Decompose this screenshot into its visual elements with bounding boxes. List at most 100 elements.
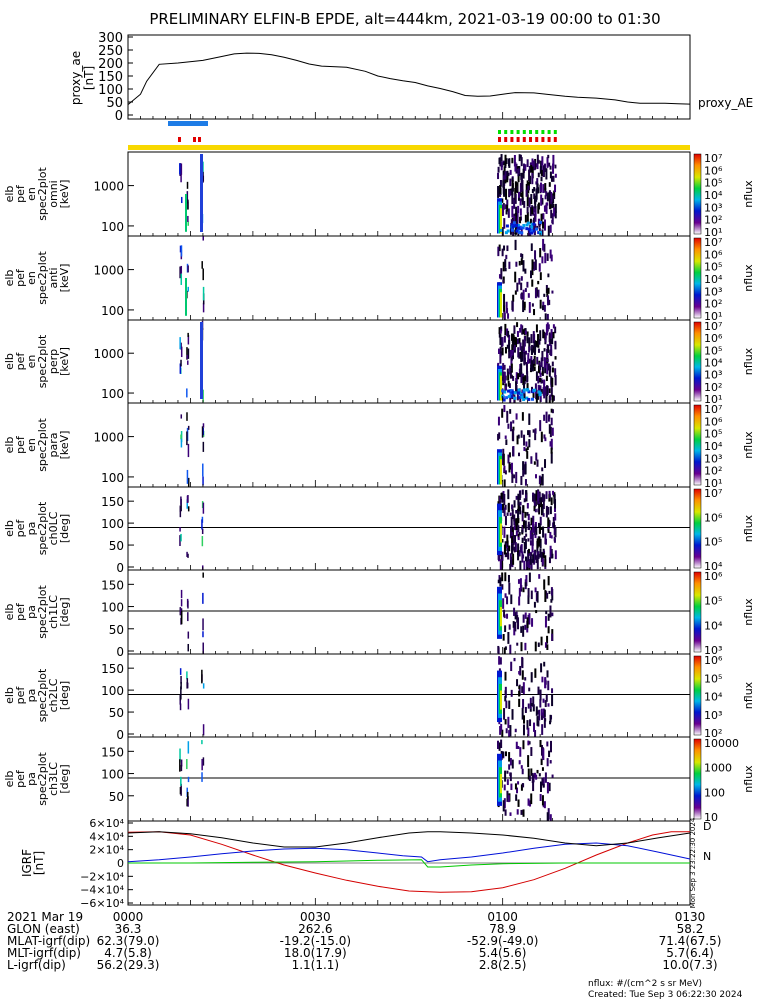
spectro-pixel: [179, 668, 182, 675]
spectro-pixel: [527, 550, 530, 562]
spectro-pixel: [522, 329, 525, 335]
spectro-pixel: [534, 508, 537, 513]
spectro-pixel: [513, 525, 516, 530]
spectro-pixel: [513, 625, 516, 636]
spectro-pixel: [549, 224, 552, 233]
spectro-pixel: [547, 703, 550, 707]
spectro-pixel: [504, 770, 507, 782]
spectro-pixel: [540, 160, 543, 168]
spectro-pixel: [187, 631, 190, 639]
colorbar-tick-label: 10⁴: [704, 357, 723, 370]
spectro-pixel: [548, 782, 551, 792]
spectro-pixel: [533, 553, 536, 565]
spectro-pixel: [511, 344, 514, 351]
ylabel-line: elb: [3, 687, 16, 704]
spectro-pixel: [528, 301, 531, 313]
spectro-pixel: [507, 394, 511, 398]
spectro-pixel: [518, 698, 521, 707]
spectro-pixel: [542, 777, 545, 788]
ylabel-line: IGRF: [20, 849, 34, 877]
spectro-pixel: [505, 210, 508, 215]
spectro-pixel: [530, 552, 533, 556]
spectro-pixel: [532, 361, 535, 369]
spectro-pixel: [509, 368, 512, 372]
spectro-pixel: [545, 168, 548, 180]
spectro-pixel: [548, 299, 551, 305]
spectro-pixel: [532, 704, 535, 712]
spectro-pixel: [529, 708, 532, 712]
spectro-pixel: [531, 158, 534, 168]
spectro-pixel: [530, 348, 533, 355]
spectro-pixel: [520, 324, 523, 329]
spectro-pixel: [546, 782, 549, 794]
spectro-pixel: [514, 621, 517, 632]
spectro-pixel: [518, 278, 521, 285]
spectro-pixel: [506, 170, 509, 181]
panel-frame: [127, 319, 691, 404]
spectro-pixel: [186, 181, 189, 189]
spectro-pixel: [548, 493, 551, 498]
spectro-pixel: [537, 553, 540, 560]
spectro-pixel: [540, 708, 543, 716]
igrf-legend-n: N: [703, 850, 711, 863]
colorbar-tick-label: 10⁷: [704, 152, 722, 165]
spectro-pixel: [534, 730, 537, 740]
spectro-pixel: [547, 613, 550, 621]
spectro-pixel: [523, 352, 526, 364]
spectro-pixel: [530, 590, 533, 600]
spectro-pixel: [532, 554, 535, 563]
spectro-pixel: [527, 595, 530, 605]
spectro-pixel: [503, 647, 506, 655]
spectro-pixel: [547, 296, 550, 306]
spectro-pixel: [522, 339, 525, 351]
spectro-pixel: [522, 388, 526, 392]
ephemeris-value: 2.8(2.5): [479, 958, 527, 972]
spectro-pixel: [509, 409, 512, 414]
spectro-pixel: [530, 194, 533, 200]
spectro-pixel: [514, 542, 517, 552]
spectro-pixel: [187, 791, 189, 800]
spectro-pixel: [504, 323, 507, 336]
spectro-pixel: [510, 363, 513, 373]
spectro-pixel: [202, 683, 205, 689]
spectro-pixel: [515, 495, 518, 500]
spectro-pixel: [546, 253, 549, 261]
panel-frame: [127, 486, 691, 571]
spectro-pixel: [551, 333, 554, 345]
spectro-pixel: [530, 456, 533, 464]
spectro-pixel: [507, 380, 510, 387]
spectro-pixel: [505, 396, 509, 400]
spectro-pixel: [538, 228, 541, 234]
spectro-pixel: [509, 553, 512, 561]
spectro-pixel: [520, 157, 523, 167]
spectro-pixel: [505, 188, 508, 200]
spectro-pixel: [514, 535, 517, 544]
spectro-pixel: [542, 499, 545, 510]
ylabel-line: spec2plot: [36, 334, 49, 388]
ylabel-line: pef: [14, 184, 27, 203]
spectro-pixel: [201, 536, 204, 547]
spectro-pixel: [547, 517, 550, 528]
spectro-pixel: [518, 552, 521, 557]
spectro-pixel: [549, 714, 552, 723]
ylabel-line: pef: [14, 769, 27, 788]
spectro-pixel: [518, 154, 521, 162]
spectro-pixel: [538, 492, 541, 503]
spectro-pixel: [511, 177, 514, 182]
ylabel-line: pef: [14, 686, 27, 705]
spectro-pixel: [537, 280, 540, 285]
spectro-pixel: [540, 497, 543, 508]
spectro-pixel: [528, 775, 531, 782]
spectro-pixel: [502, 453, 505, 466]
spectro-pixel: [511, 349, 514, 356]
spectro-pixel: [504, 171, 507, 180]
spectro-pixel: [501, 340, 504, 346]
spectro-pixel: [523, 391, 526, 400]
spectro-pixel: [506, 328, 509, 337]
colorbar-tick-label: 10⁷: [704, 320, 722, 333]
spectro-pixel: [510, 525, 513, 538]
spectro-pixel: [498, 244, 501, 252]
ephemeris-value: -19.2(-15.0): [280, 934, 351, 948]
spectro-pixel: [498, 668, 501, 672]
spectro-pixel: [543, 304, 546, 312]
